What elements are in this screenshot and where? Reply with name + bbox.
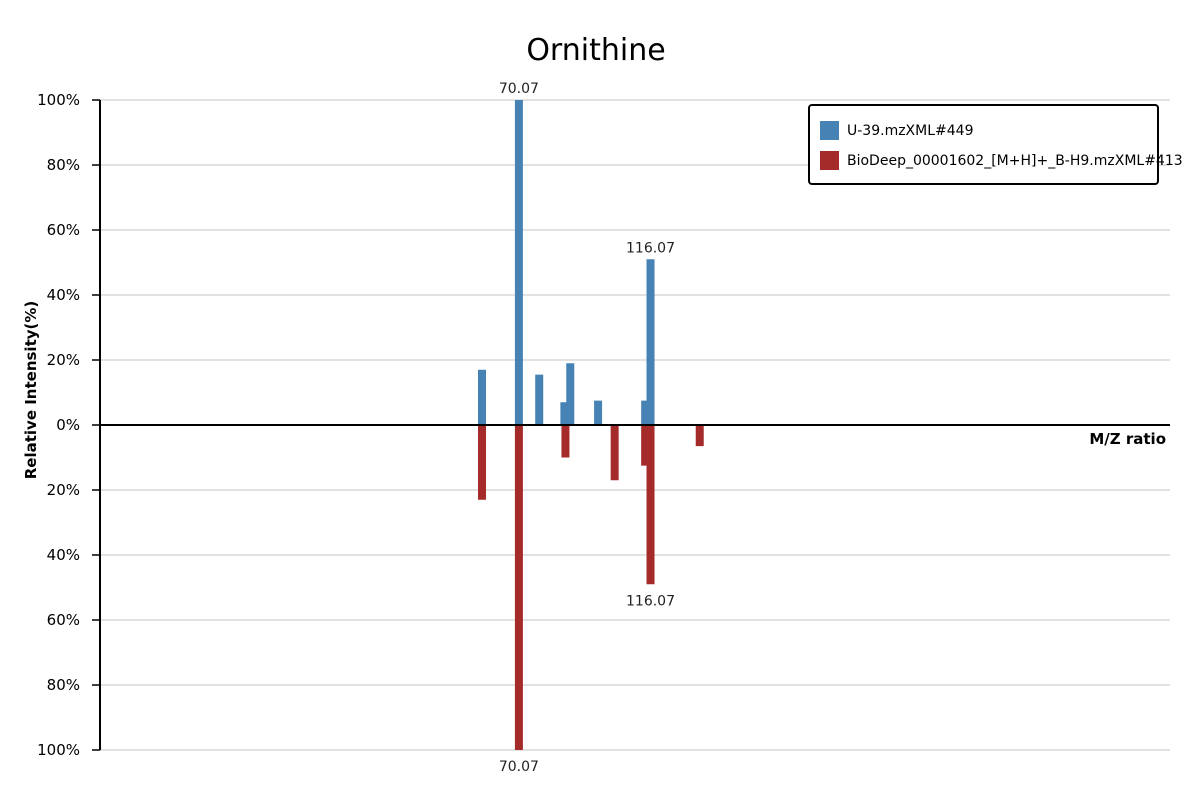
reference-peak-label: 70.07: [499, 759, 539, 775]
y-tick-label: 20%: [47, 351, 80, 369]
legend-box: [808, 104, 1159, 185]
legend-swatch-series-1: [820, 121, 839, 140]
chart-title: Ornithine: [526, 33, 665, 68]
y-tick-label: 80%: [47, 676, 80, 694]
y-tick-label: 0%: [56, 416, 80, 434]
reference-peak-bar: [695, 425, 704, 447]
y-tick-label: 100%: [37, 741, 80, 759]
query-peak-bar: [477, 369, 486, 425]
y-tick-label: 100%: [37, 91, 80, 109]
query-peak-bar: [514, 100, 523, 425]
query-peak-label: 116.07: [626, 240, 675, 256]
query-peak-bar: [566, 363, 575, 425]
reference-peak-bar: [646, 425, 655, 585]
legend: U-39.mzXML#449 BioDeep_00001602_[M+H]+_B…: [808, 104, 1183, 185]
peak-labels: 70.07 116.07 70.07 116.07: [499, 81, 675, 775]
gridlines: [100, 99, 1170, 751]
y-tick-label: 60%: [47, 611, 80, 629]
y-axis-title: Relative Intensity(%): [22, 301, 40, 480]
y-tick-label: 40%: [47, 546, 80, 564]
reference-peak-label: 116.07: [626, 593, 675, 609]
query-peak-label: 70.07: [499, 81, 539, 97]
legend-label-series-1: U-39.mzXML#449: [847, 123, 973, 139]
y-tick-label: 80%: [47, 156, 80, 174]
legend-swatch-series-2: [820, 151, 839, 170]
reference-peak-bar: [641, 425, 650, 466]
reference-peak-bar: [477, 425, 486, 500]
reference-peak-bar: [610, 425, 619, 481]
y-tick-label: 20%: [47, 481, 80, 499]
x-axis-title: M/Z ratio: [1089, 430, 1166, 448]
y-tick-label: 40%: [47, 286, 80, 304]
reference-peak-bar: [514, 425, 523, 750]
reference-peak-bar: [561, 425, 570, 458]
y-tick-label: 60%: [47, 221, 80, 239]
query-peak-bar: [641, 400, 650, 425]
query-peak-bar: [594, 400, 603, 425]
query-peak-bar: [535, 374, 544, 425]
legend-label-series-2: BioDeep_00001602_[M+H]+_B-H9.mzXML#413: [847, 153, 1183, 169]
y-tick-labels: 100% 80% 60% 40% 20% 0% 20% 40% 60% 80% 100%: [37, 91, 100, 759]
query-peak-bar: [560, 402, 569, 425]
peak-bars: [477, 100, 704, 750]
query-peak-bar: [646, 259, 655, 425]
